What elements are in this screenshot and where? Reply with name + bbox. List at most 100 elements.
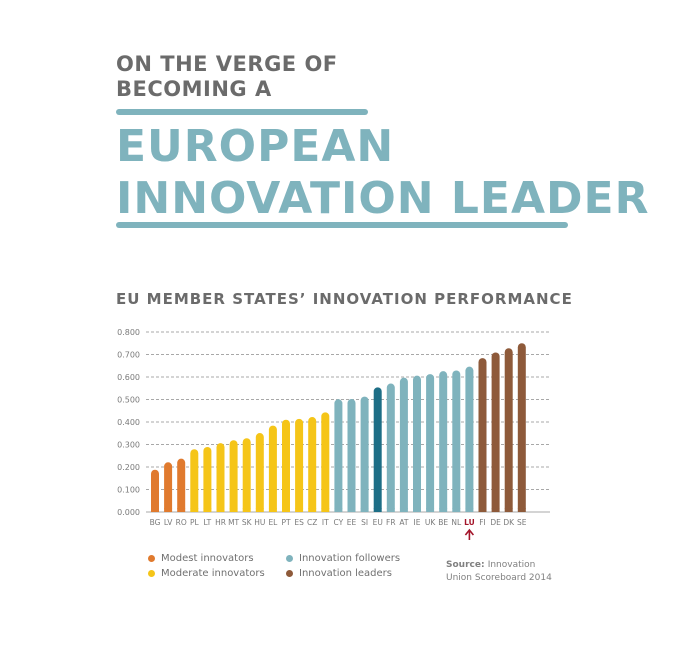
bar-base <box>386 508 395 512</box>
bar <box>255 433 264 512</box>
bar-base <box>255 508 264 512</box>
bar <box>491 352 500 512</box>
bar <box>321 412 330 512</box>
y-tick-label: 0.600 <box>117 373 140 382</box>
bar-base <box>164 508 173 512</box>
bar <box>439 371 448 512</box>
x-tick-label: FR <box>386 518 396 527</box>
bar-base <box>216 508 225 512</box>
x-tick-label: DK <box>503 518 515 527</box>
bar-base <box>295 508 304 512</box>
y-tick-label: 0.000 <box>117 508 140 517</box>
bar-base <box>491 508 500 512</box>
bar <box>347 399 356 512</box>
bar-base <box>308 508 317 512</box>
bar-base <box>190 508 199 512</box>
bar <box>478 358 487 512</box>
x-tick-label: HU <box>254 518 265 527</box>
x-tick-label: ES <box>294 518 304 527</box>
bar <box>177 458 186 512</box>
bar <box>399 377 408 512</box>
y-tick-label: 0.400 <box>117 418 140 427</box>
legend-swatch-moderate <box>148 569 155 577</box>
bar-base <box>465 508 474 512</box>
main-title-line-2: INNOVATION LEADER <box>116 173 650 224</box>
bar-base <box>478 508 487 512</box>
x-tick-label: LV <box>164 518 173 527</box>
x-tick-label: SK <box>242 518 253 527</box>
x-tick-label: EU <box>373 518 383 527</box>
y-tick-label: 0.700 <box>117 351 140 360</box>
bar <box>295 418 304 512</box>
x-tick-label: UK <box>425 518 436 527</box>
y-tick-label: 0.300 <box>117 441 140 450</box>
bar <box>151 469 159 512</box>
bar-base <box>426 508 435 512</box>
y-tick-label: 0.500 <box>117 396 140 405</box>
legend-label-moderate: Moderate innovators <box>161 568 265 579</box>
bar-base <box>177 508 186 512</box>
bar-base <box>151 508 159 512</box>
bar-base <box>413 508 421 512</box>
bar <box>282 419 290 512</box>
bar-base <box>452 508 461 512</box>
main-title-line-1: EUROPEAN <box>116 121 395 172</box>
pre-title-line-1: ON THE VERGE OF <box>116 52 338 76</box>
legend-label-modest: Modest innovators <box>161 553 254 564</box>
bar-base <box>229 508 238 512</box>
x-tick-label: LT <box>204 518 212 527</box>
x-tick-label: IE <box>414 518 421 527</box>
bar-base <box>439 508 448 512</box>
bar <box>413 375 421 512</box>
bar <box>465 366 474 512</box>
chart-title: EU MEMBER STATES’ INNOVATION PERFORMANCE <box>116 290 573 308</box>
bar <box>268 425 277 512</box>
title-rule-bottom <box>116 222 568 228</box>
source-note: Source: Innovation Union Scoreboard 2014 <box>446 559 552 585</box>
bar <box>373 387 382 512</box>
y-tick-label: 0.800 <box>117 328 140 337</box>
x-tick-label: SE <box>517 518 527 527</box>
source-line-1: Innovation <box>487 560 536 570</box>
bar-base <box>360 508 369 512</box>
bar <box>517 343 526 512</box>
x-tick-label: RO <box>176 518 187 527</box>
legend-swatch-leader <box>286 569 293 577</box>
x-tick-label: EE <box>347 518 357 527</box>
legend-label-leader: Innovation leaders <box>299 568 393 579</box>
pre-title: ON THE VERGE OF BECOMING A <box>116 52 338 102</box>
x-tick-label: PT <box>281 518 291 527</box>
y-tick-label: 0.100 <box>117 486 140 495</box>
bar-base <box>399 508 408 512</box>
legend-swatch-follower <box>286 554 293 562</box>
source-line-2: Union Scoreboard 2014 <box>446 573 552 583</box>
bar-base <box>321 508 330 512</box>
x-tick-label: HR <box>215 518 226 527</box>
bar <box>334 399 343 512</box>
bar <box>229 440 238 512</box>
bar-base <box>203 508 212 512</box>
bar <box>216 443 225 512</box>
x-tick-label: NL <box>451 518 462 527</box>
legend-label-follower: Innovation followers <box>299 553 401 564</box>
x-tick-label: CZ <box>307 518 317 527</box>
bar-base <box>517 508 526 512</box>
bar-base <box>242 508 251 512</box>
bar <box>360 396 369 512</box>
bar-base <box>347 508 356 512</box>
bar <box>426 374 435 512</box>
legend-item-moderate: Moderate innovators <box>148 568 265 579</box>
x-tick-label: BE <box>438 518 448 527</box>
x-tick-label: EL <box>268 518 278 527</box>
x-tick-label: IT <box>322 518 329 527</box>
x-tick-label: BG <box>150 518 161 527</box>
bar-base <box>282 508 290 512</box>
bar-chart: 0.000 0.100 0.200 0.300 0.400 0.500 0.600 0.700… <box>117 328 550 540</box>
bar <box>308 417 317 512</box>
bar-base <box>504 508 513 512</box>
x-tick-label: PL <box>190 518 200 527</box>
bar <box>452 370 461 512</box>
x-tick-label: SI <box>361 518 368 527</box>
y-tick-label: 0.200 <box>117 463 140 472</box>
bar <box>190 449 199 512</box>
